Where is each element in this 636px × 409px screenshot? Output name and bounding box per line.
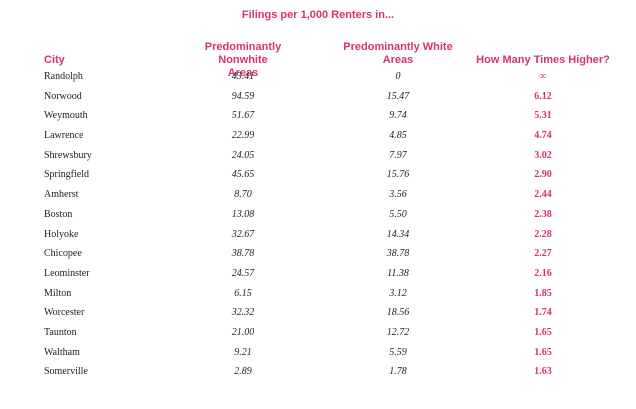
- white-rate-cell: 15.76: [386, 169, 410, 181]
- city-cell: Randolph: [44, 71, 83, 82]
- city-cell: Boston: [44, 208, 73, 220]
- nonwhite-rate-cell: 22.99: [231, 130, 255, 142]
- white-rate-cell: 12.72: [386, 326, 410, 338]
- city-cell: Chicopee: [44, 248, 82, 260]
- city-cell: Shrewsbury: [44, 149, 92, 161]
- city-cell: Taunton: [44, 326, 77, 338]
- nonwhite-rate-cell: 6.15: [234, 287, 252, 299]
- table-row: Milton 6.15 3.12 1.85: [0, 286, 636, 306]
- nonwhite-rate-cell: 38.78: [231, 248, 255, 260]
- times-higher-cell: 3.02: [534, 149, 552, 161]
- times-higher-cell: 1.74: [534, 307, 552, 319]
- table-row: Weymouth 51.67 9.74 5.31: [0, 108, 636, 128]
- city-cell: Norwood: [44, 90, 82, 102]
- times-higher-cell: 5.31: [534, 110, 552, 122]
- times-higher-cell: ∞: [539, 71, 547, 82]
- nonwhite-rate-cell: 21.00: [231, 326, 255, 338]
- white-rate-cell: 38.78: [386, 248, 410, 260]
- white-rate-cell: 1.78: [389, 366, 407, 378]
- nonwhite-rate-cell: 13.08: [231, 208, 255, 220]
- table-row: Amherst 8.70 3.56 2.44: [0, 187, 636, 207]
- times-higher-cell: 1.85: [534, 287, 552, 299]
- city-cell: Somerville: [44, 366, 88, 378]
- times-higher-cell: 2.90: [534, 169, 552, 181]
- nonwhite-rate-cell: 8.70: [234, 189, 252, 201]
- times-higher-cell: 1.65: [534, 326, 552, 338]
- table-super-title: Filings per 1,000 Renters in...: [241, 9, 395, 21]
- nonwhite-rate-cell: 43.41: [231, 71, 255, 82]
- times-higher-cell: 2.28: [534, 228, 552, 240]
- nonwhite-rate-cell: 45.65: [231, 169, 255, 181]
- white-rate-cell: 5.59: [389, 346, 407, 358]
- filings-table: Randolph 43.41 0 ∞ Norwood 94.59 15.47 6.12 Weym…: [0, 69, 636, 384]
- nonwhite-rate-cell: 24.05: [231, 149, 255, 161]
- nonwhite-rate-cell: 24.57: [231, 267, 255, 279]
- nonwhite-rate-cell: 94.59: [231, 90, 255, 102]
- column-header-white-line1: Predominantly White: [343, 41, 453, 53]
- table-row: Boston 13.08 5.50 2.38: [0, 207, 636, 227]
- city-cell: Weymouth: [44, 110, 88, 122]
- city-cell: Leominster: [44, 267, 90, 279]
- nonwhite-rate-cell: 51.67: [231, 110, 255, 122]
- times-higher-cell: 1.65: [534, 346, 552, 358]
- table-row: Waltham 9.21 5.59 1.65: [0, 345, 636, 365]
- white-rate-cell: 3.12: [389, 287, 407, 299]
- table-row: Randolph 43.41 0 ∞: [0, 69, 636, 89]
- white-rate-cell: 11.38: [387, 267, 409, 279]
- times-higher-cell: 2.16: [534, 267, 552, 279]
- city-cell: Waltham: [44, 346, 80, 358]
- white-rate-cell: 14.34: [386, 228, 410, 240]
- times-higher-cell: 4.74: [534, 130, 552, 142]
- city-cell: Worcester: [44, 307, 85, 319]
- city-cell: Springfield: [44, 169, 89, 181]
- white-rate-cell: 7.97: [389, 149, 407, 161]
- column-header-nonwhite-line2: Areas: [227, 67, 259, 79]
- column-header-white-line2: Areas: [382, 54, 414, 66]
- column-header-city: City: [44, 54, 65, 66]
- white-rate-cell: 0: [395, 71, 401, 82]
- column-header-nonwhite-areas: Predominantly Nonwhite Areas: [180, 41, 306, 80]
- table-row: Lawrence 22.99 4.85 4.74: [0, 128, 636, 148]
- city-cell: Holyoke: [44, 228, 79, 240]
- column-header-nonwhite-line1: Predominantly Nonwhite: [204, 41, 282, 66]
- table-row: Norwood 94.59 15.47 6.12: [0, 89, 636, 109]
- table-row: Somerville 2.89 1.78 1.63: [0, 364, 636, 384]
- white-rate-cell: 15.47: [386, 90, 410, 102]
- white-rate-cell: 4.85: [389, 130, 407, 142]
- white-rate-cell: 9.74: [389, 110, 407, 122]
- table-row: Springfield 45.65 15.76 2.90: [0, 167, 636, 187]
- nonwhite-rate-cell: 2.89: [234, 366, 252, 378]
- times-higher-cell: 2.27: [534, 248, 552, 260]
- times-higher-cell: 1.63: [534, 366, 552, 378]
- city-cell: Milton: [44, 287, 72, 299]
- nonwhite-rate-cell: 32.67: [231, 228, 255, 240]
- times-higher-cell: 2.38: [534, 208, 552, 220]
- times-higher-cell: 6.12: [534, 90, 552, 102]
- white-rate-cell: 5.50: [389, 208, 407, 220]
- table-row: Taunton 21.00 12.72 1.65: [0, 325, 636, 345]
- table-row: Worcester 32.32 18.56 1.74: [0, 305, 636, 325]
- times-higher-cell: 2.44: [534, 189, 552, 201]
- table-row: Leominster 24.57 11.38 2.16: [0, 266, 636, 286]
- table-row: Holyoke 32.67 14.34 2.28: [0, 227, 636, 247]
- table-row: Chicopee 38.78 38.78 2.27: [0, 246, 636, 266]
- white-rate-cell: 3.56: [389, 189, 407, 201]
- column-header-white-areas: Predominantly White Areas: [334, 41, 462, 67]
- nonwhite-rate-cell: 32.32: [231, 307, 255, 319]
- nonwhite-rate-cell: 9.21: [234, 346, 252, 358]
- column-header-times-higher: How Many Times Higher?: [476, 54, 610, 66]
- table-row: Shrewsbury 24.05 7.97 3.02: [0, 148, 636, 168]
- city-cell: Amherst: [44, 189, 79, 201]
- city-cell: Lawrence: [44, 130, 84, 142]
- white-rate-cell: 18.56: [386, 307, 410, 319]
